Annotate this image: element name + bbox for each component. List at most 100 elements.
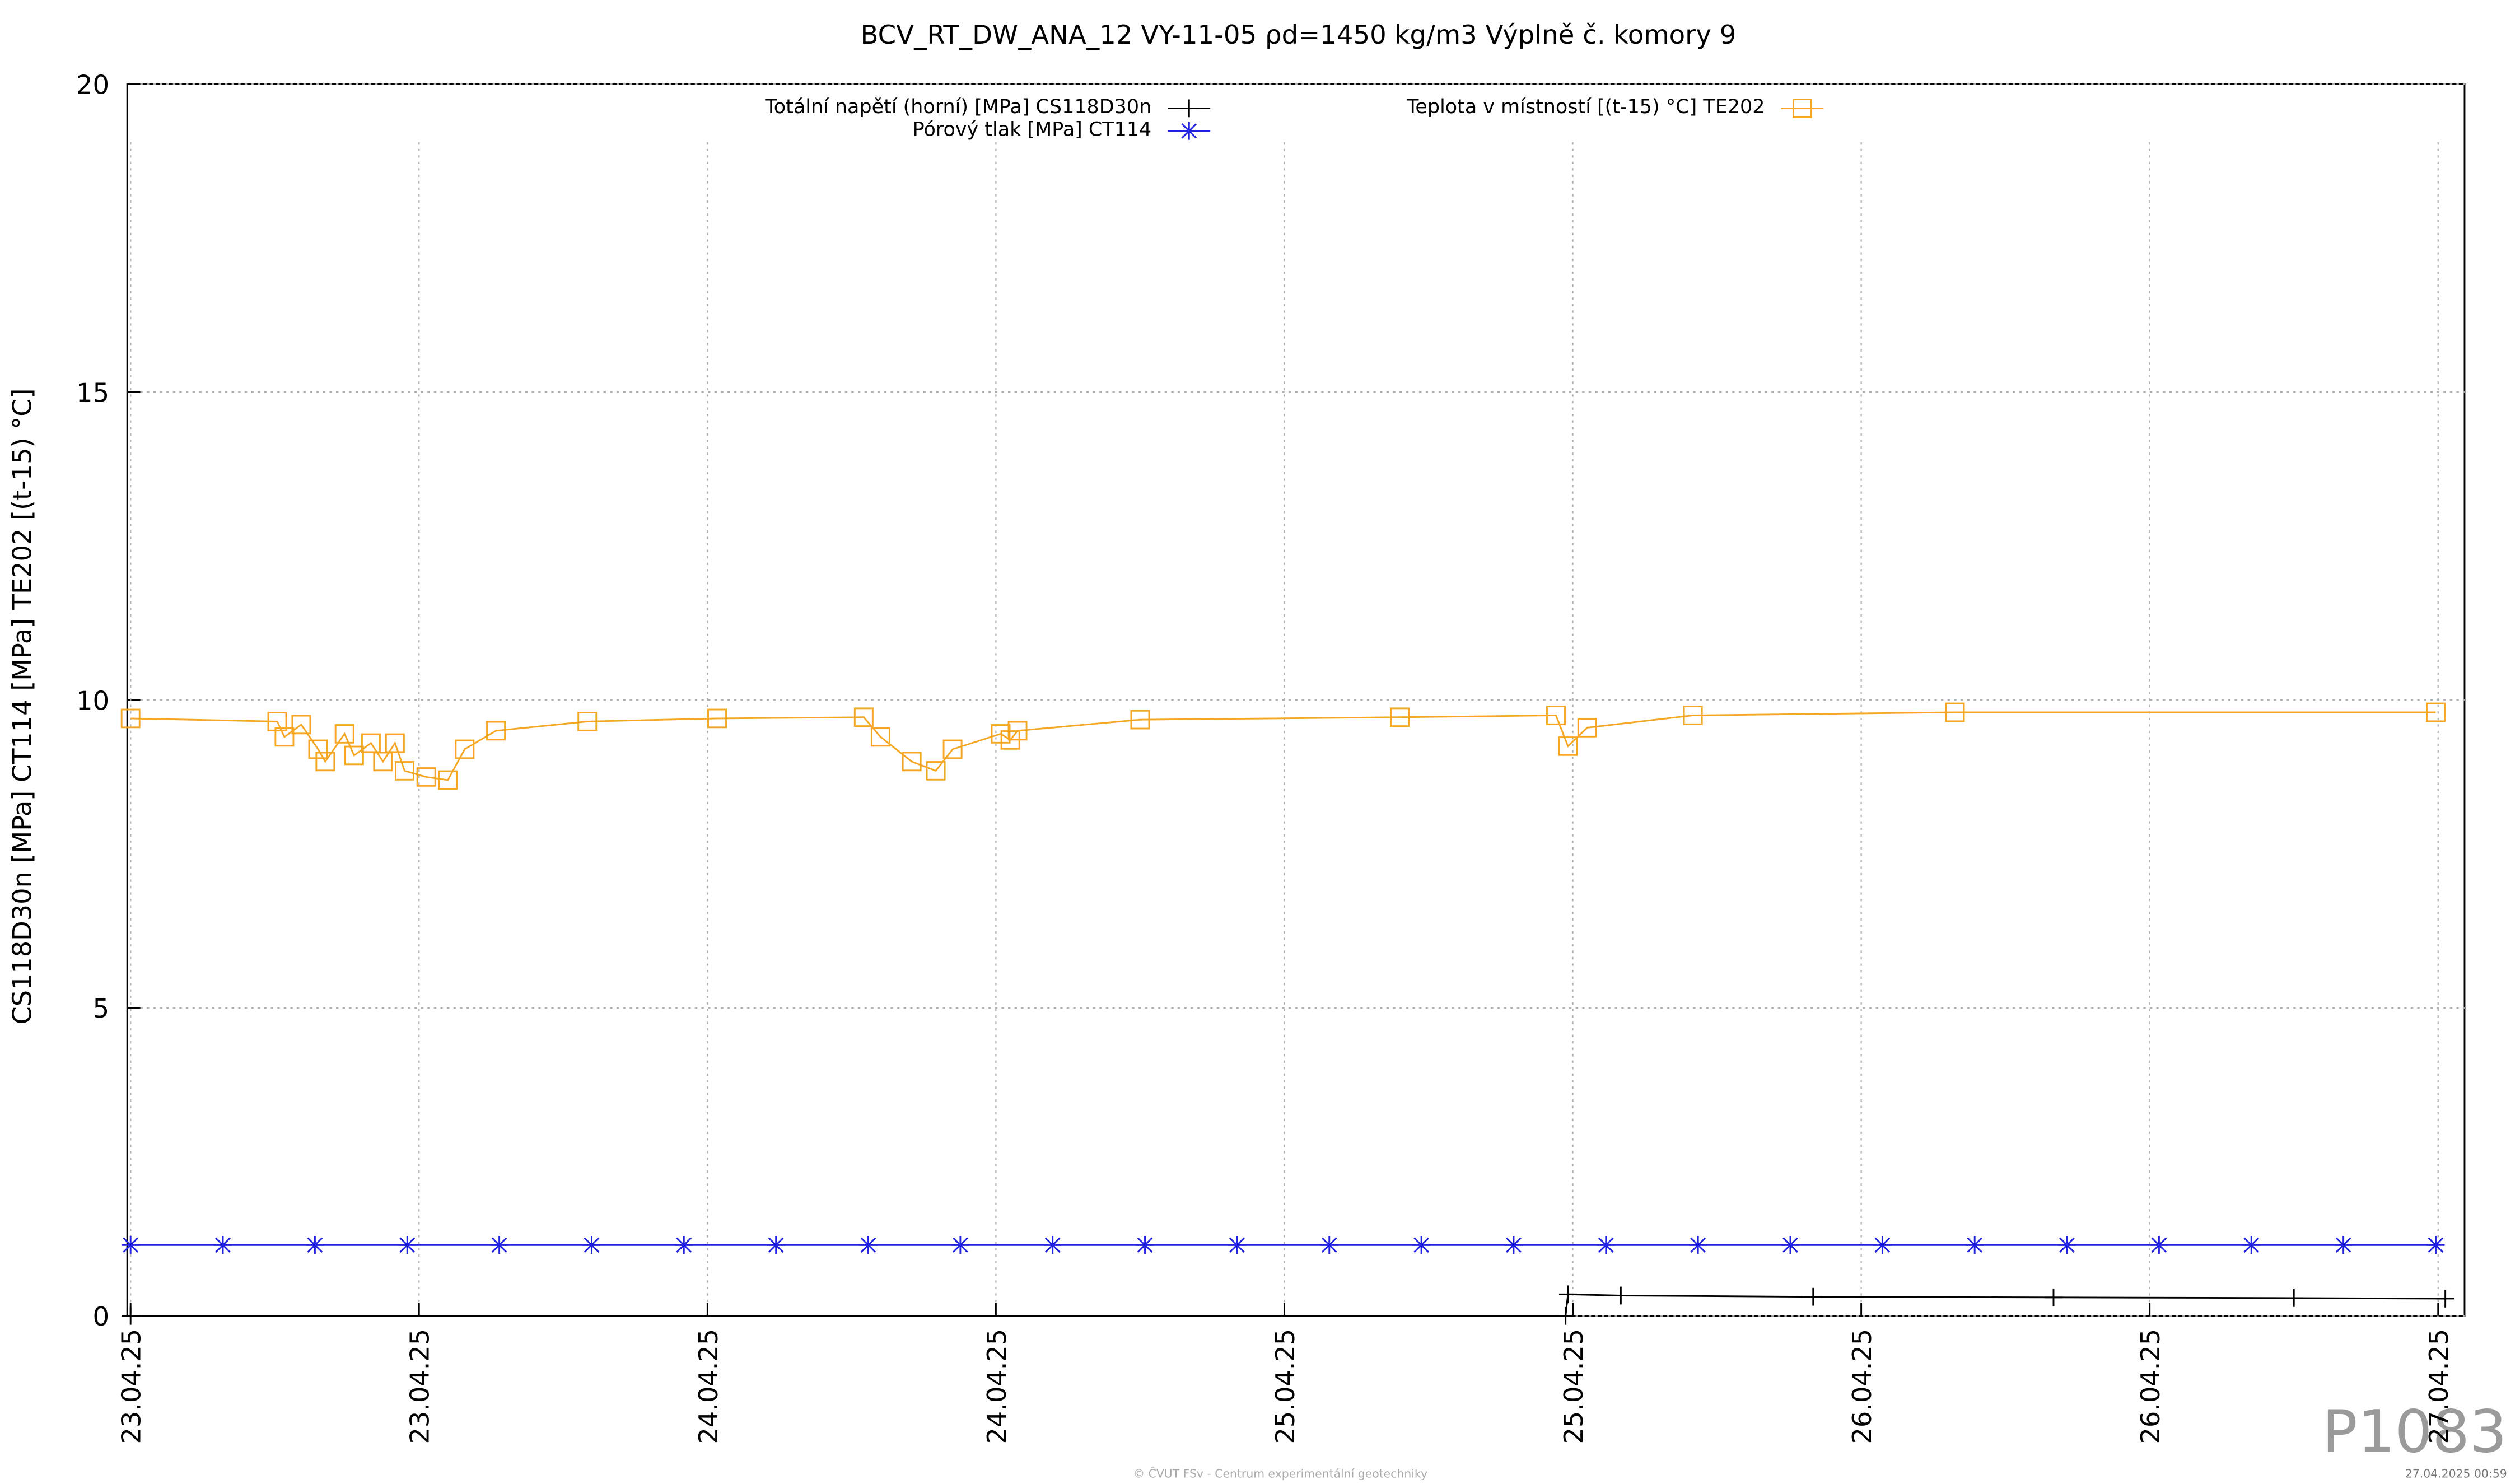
- marker-stroke: [1137, 1237, 1153, 1253]
- data-point: [707, 708, 727, 729]
- marker-square: [395, 761, 414, 781]
- marker-square: [1130, 710, 1150, 730]
- marker-square: [1792, 99, 1812, 118]
- marker-square: [926, 761, 946, 781]
- marker-stroke: [1782, 1237, 1798, 1253]
- data-point: [1180, 122, 1198, 140]
- data-point: [1007, 721, 1028, 741]
- data-point: [2426, 1236, 2445, 1254]
- marker-square: [1546, 706, 1566, 725]
- data-point: [1966, 1236, 1984, 1254]
- data-point: [926, 761, 946, 781]
- data-point: [1945, 702, 1965, 722]
- x-tick-label: 24.04.25: [693, 1329, 724, 1444]
- x-tick-label: 24.04.25: [982, 1329, 1012, 1444]
- marker-square: [344, 745, 364, 766]
- data-point: [1180, 99, 1198, 118]
- marker-square: [902, 752, 922, 772]
- marker-stroke: [2059, 1237, 2075, 1253]
- data-point: [385, 733, 405, 753]
- data-point: [1804, 1287, 1822, 1306]
- y-tick-label: 0: [92, 1301, 109, 1332]
- marker-stroke: [123, 1237, 139, 1253]
- marker-stroke: [2428, 1237, 2444, 1253]
- data-point: [291, 715, 311, 735]
- marker-stroke: [307, 1237, 323, 1253]
- data-point: [1136, 1236, 1154, 1254]
- y-axis-label: CS118D30n [MPa] CT114 [MPa] TE202 [(t-15…: [7, 388, 37, 1024]
- marker-square: [942, 739, 963, 759]
- data-point: [490, 1236, 508, 1254]
- marker-square: [373, 752, 393, 772]
- data-point: [361, 733, 381, 753]
- marker-square: [707, 708, 727, 729]
- data-point: [455, 739, 475, 759]
- x-tick-label: 23.04.25: [116, 1329, 146, 1444]
- data-point: [267, 712, 287, 731]
- data-point: [2242, 1236, 2261, 1254]
- y-tick-label: 5: [92, 993, 109, 1024]
- marker-stroke: [2151, 1237, 2167, 1253]
- data-point: [902, 752, 922, 772]
- marker-square: [853, 707, 874, 727]
- marker-stroke: [1967, 1237, 1983, 1253]
- x-tick-label: 27.04.25: [2424, 1329, 2454, 1444]
- marker-square: [315, 752, 335, 772]
- data-point: [395, 761, 414, 781]
- marker-square: [870, 727, 890, 747]
- data-point: [1390, 707, 1410, 727]
- data-point: [213, 1236, 232, 1254]
- marker-stroke: [1598, 1237, 1614, 1253]
- data-point: [274, 727, 295, 747]
- marker-stroke: [2335, 1237, 2351, 1253]
- marker-stroke: [768, 1237, 784, 1253]
- marker-square: [267, 712, 287, 731]
- marker-square: [385, 733, 405, 753]
- x-tick-label: 23.04.25: [405, 1329, 435, 1444]
- marker-square: [1558, 736, 1578, 756]
- data-point: [122, 1306, 140, 1325]
- marker-square: [120, 708, 141, 729]
- marker-square: [1390, 707, 1410, 727]
- data-point: [853, 707, 874, 727]
- data-point: [1504, 1236, 1523, 1254]
- watermark: P1083: [2322, 1398, 2507, 1466]
- data-point: [1043, 1236, 1062, 1254]
- chart-title: BCV_RT_DW_ANA_12 VY-11-05 ρd=1450 kg/m3 …: [861, 20, 1737, 50]
- marker-stroke: [1044, 1237, 1061, 1253]
- footer: © ČVUT FSv - Centrum experimentální geot…: [1133, 1467, 1427, 1481]
- data-point: [306, 1236, 324, 1254]
- marker-square: [438, 770, 458, 790]
- data-point: [416, 767, 436, 787]
- data-point: [122, 1236, 140, 1254]
- data-point: [1412, 1236, 1431, 1254]
- data-point: [870, 727, 890, 747]
- data-point: [1873, 1236, 1892, 1254]
- data-point: [1689, 1236, 1707, 1254]
- data-point: [1597, 1236, 1615, 1254]
- marker-stroke: [1181, 123, 1197, 139]
- marker-stroke: [860, 1237, 876, 1253]
- marker-stroke: [676, 1237, 692, 1253]
- marker-stroke: [215, 1237, 231, 1253]
- marker-stroke: [1506, 1237, 1522, 1253]
- data-point: [308, 739, 328, 759]
- marker-square: [486, 721, 506, 741]
- marker-square: [334, 724, 354, 744]
- data-point: [398, 1236, 417, 1254]
- data-point: [2058, 1236, 2076, 1254]
- data-point: [1792, 99, 1812, 118]
- data-point: [486, 721, 506, 741]
- marker-stroke: [1690, 1237, 1706, 1253]
- data-point: [1577, 718, 1597, 738]
- data-point: [2285, 1289, 2303, 1307]
- marker-stroke: [1874, 1237, 1891, 1253]
- data-point: [1781, 1236, 1800, 1254]
- data-point: [2425, 702, 2446, 722]
- marker-square: [416, 767, 436, 787]
- data-point: [577, 712, 598, 731]
- data-point: [859, 1236, 878, 1254]
- series-line: [130, 711, 2436, 781]
